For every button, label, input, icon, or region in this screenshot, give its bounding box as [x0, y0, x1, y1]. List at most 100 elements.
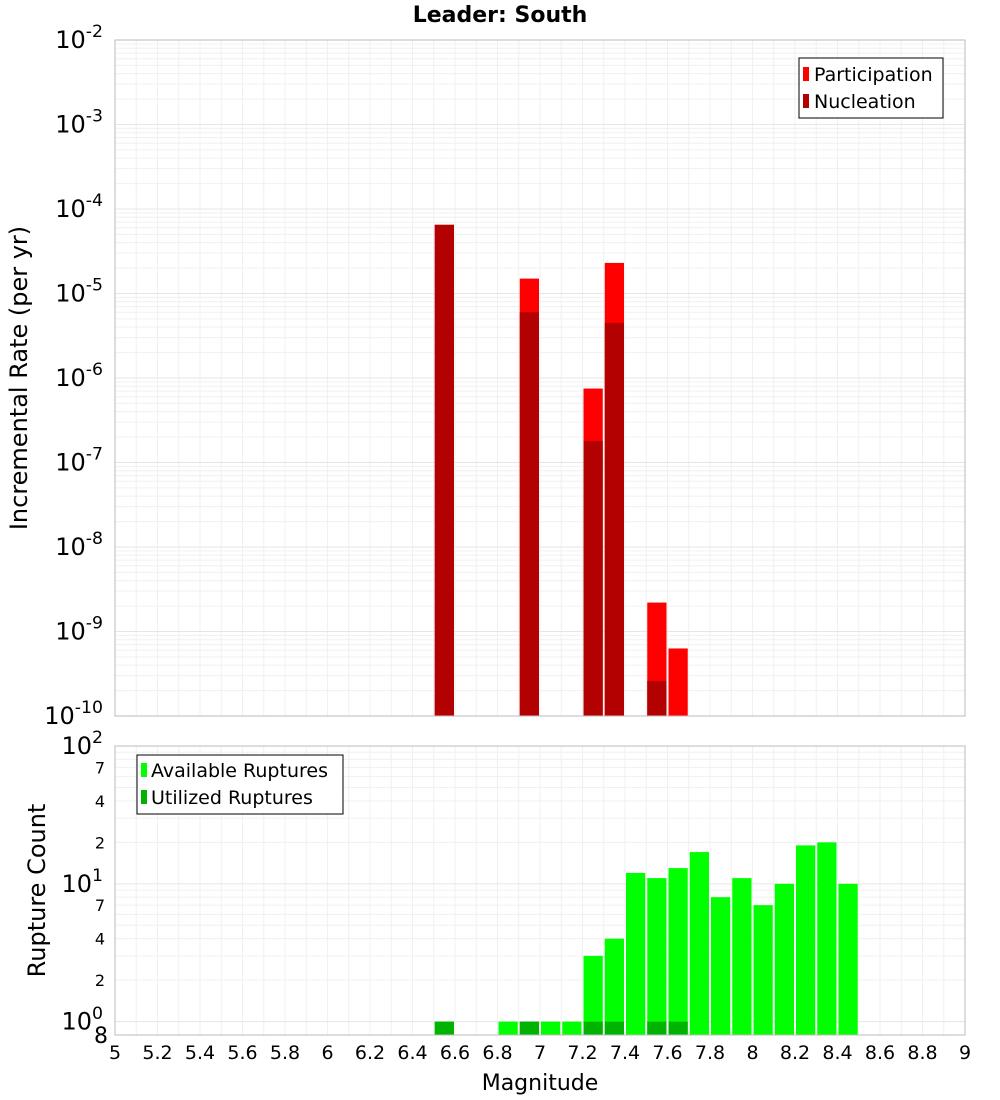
- bottom-plot-frame: [114, 745, 966, 1036]
- x-tick-label: 5: [109, 1042, 121, 1064]
- nucleation-bar: [519, 312, 539, 716]
- x-tick-label: 7.4: [610, 1042, 640, 1064]
- available-ruptures-bar: [774, 883, 794, 1035]
- legend-entry: Utilized Ruptures: [151, 787, 313, 809]
- y-minor-tick-label: 4: [95, 930, 105, 949]
- legend-swatch: [803, 94, 809, 108]
- y-tick-label-base: 10: [61, 1008, 92, 1036]
- legend-box: [798, 57, 944, 119]
- y-tick-label: 10-9: [55, 614, 103, 646]
- y-tick-label-exp: 2: [92, 728, 103, 748]
- x-tick-label: 7.6: [652, 1042, 682, 1064]
- x-tick-label: 9: [959, 1042, 971, 1064]
- available-ruptures-bar: [498, 1021, 518, 1035]
- x-tick-label: 6.4: [397, 1042, 427, 1064]
- x-tick-label: 6: [321, 1042, 333, 1064]
- x-tick-label: 7.2: [567, 1042, 597, 1064]
- y-tick-label-base: 10: [55, 280, 86, 308]
- utilized-ruptures-bar: [434, 1021, 454, 1035]
- y-tick-label-base: 10: [55, 111, 86, 139]
- available-ruptures-bar: [541, 1021, 561, 1035]
- available-ruptures-bar: [711, 897, 731, 1035]
- x-axis-label: Magnitude: [482, 1071, 599, 1096]
- available-ruptures-bar: [732, 878, 752, 1035]
- legend-entry: Available Ruptures: [151, 760, 328, 782]
- available-ruptures-bar: [668, 868, 688, 1035]
- y-tick-label: 10-3: [55, 107, 103, 139]
- legend-swatch: [141, 763, 147, 777]
- y-tick-label-exp: -4: [86, 191, 103, 211]
- utilized-ruptures-bar: [604, 1021, 624, 1035]
- available-ruptures-bar: [647, 878, 667, 1035]
- y-axis-label-count: Rupture Count: [23, 804, 51, 978]
- available-ruptures-bar: [562, 1021, 582, 1035]
- y-tick-label-exp: 0: [92, 1004, 103, 1024]
- y-minor-tick-label: 7: [95, 758, 105, 777]
- nucleation-bar: [604, 322, 624, 716]
- y-tick-label-exp: -7: [86, 445, 103, 465]
- y-tick-label: 10-8: [55, 529, 103, 561]
- y-tick-label-exp: 1: [92, 866, 103, 886]
- utilized-ruptures-bar: [647, 1021, 667, 1035]
- available-ruptures-bar: [604, 938, 624, 1035]
- legend-entry: Participation: [814, 64, 933, 86]
- y-tick-label-base: 10: [55, 195, 86, 223]
- available-ruptures-bar: [838, 883, 858, 1035]
- x-tick-label: 8.8: [907, 1042, 937, 1064]
- available-ruptures-bar: [583, 955, 603, 1035]
- legend-top: Participation Nucleation: [798, 57, 944, 119]
- x-tick-label: 5.4: [185, 1042, 215, 1064]
- y-minor-tick-label: 7: [95, 896, 105, 915]
- utilized-ruptures-bar: [583, 1021, 603, 1035]
- legend-bottom: Available Ruptures Utilized Ruptures: [136, 754, 344, 815]
- x-tick-label: 7.8: [695, 1042, 725, 1064]
- y-tick-label: 101: [61, 866, 103, 898]
- y-tick-label-exp: -8: [86, 529, 103, 549]
- y-tick-label: 10-7: [55, 445, 103, 477]
- y-tick-label: 100: [61, 1004, 103, 1036]
- y-tick-label-base: 10: [61, 732, 92, 760]
- y-tick-label-exp: -10: [75, 698, 103, 718]
- y-tick-label: 10-2: [55, 22, 103, 54]
- nucleation-bar: [434, 224, 454, 716]
- y-minor-tick-label: 2: [95, 971, 105, 990]
- y-tick-label-exp: -9: [86, 614, 103, 634]
- y-tick-label-exp: -5: [86, 276, 103, 296]
- available-ruptures-bar: [796, 845, 816, 1035]
- x-tick-label: 8.4: [822, 1042, 852, 1064]
- y-tick-label-exp: -2: [86, 22, 103, 42]
- y-tick-label: 10-5: [55, 276, 103, 308]
- utilized-ruptures-bar: [668, 1021, 688, 1035]
- y-tick-label-base: 10: [61, 870, 92, 898]
- x-tick-label: 6.8: [482, 1042, 512, 1064]
- y-axis-label-rate: Incremental Rate (per yr): [5, 226, 33, 530]
- y-minor-tick-label: 4: [95, 792, 105, 811]
- legend-swatch: [141, 790, 147, 804]
- y-tick-label: 10-6: [55, 360, 103, 392]
- y-tick-label: 10-4: [55, 191, 103, 223]
- available-ruptures-bar: [689, 852, 709, 1035]
- legend-box: [136, 754, 344, 815]
- y-tick-label-base: 10: [55, 533, 86, 561]
- x-tick-label: 5.8: [270, 1042, 300, 1064]
- x-tick-label: 8: [746, 1042, 758, 1064]
- y-tick-label-base: 10: [44, 702, 75, 730]
- y-tick-label-base: 10: [55, 618, 86, 646]
- available-ruptures-bar: [626, 872, 646, 1035]
- x-tick-label: 5.6: [227, 1042, 257, 1064]
- y-minor-tick-label: 2: [95, 833, 105, 852]
- y-tick-label-exp: -3: [86, 107, 103, 127]
- x-tick-label: 8.2: [780, 1042, 810, 1064]
- legend-entry: Nucleation: [814, 91, 916, 113]
- top-panel-rate: 10-1010-910-810-710-610-510-410-310-2Inc…: [5, 22, 966, 730]
- nucleation-bar: [647, 680, 667, 716]
- available-ruptures-bar: [817, 842, 837, 1035]
- y-tick-label-base: 10: [55, 449, 86, 477]
- participation-bar: [668, 648, 688, 716]
- y-tick-label: 102: [61, 728, 103, 760]
- x-tick-label: 5.2: [142, 1042, 172, 1064]
- y-tick-label-base: 10: [55, 26, 86, 54]
- y-minor-tick-label: 8: [94, 1024, 108, 1049]
